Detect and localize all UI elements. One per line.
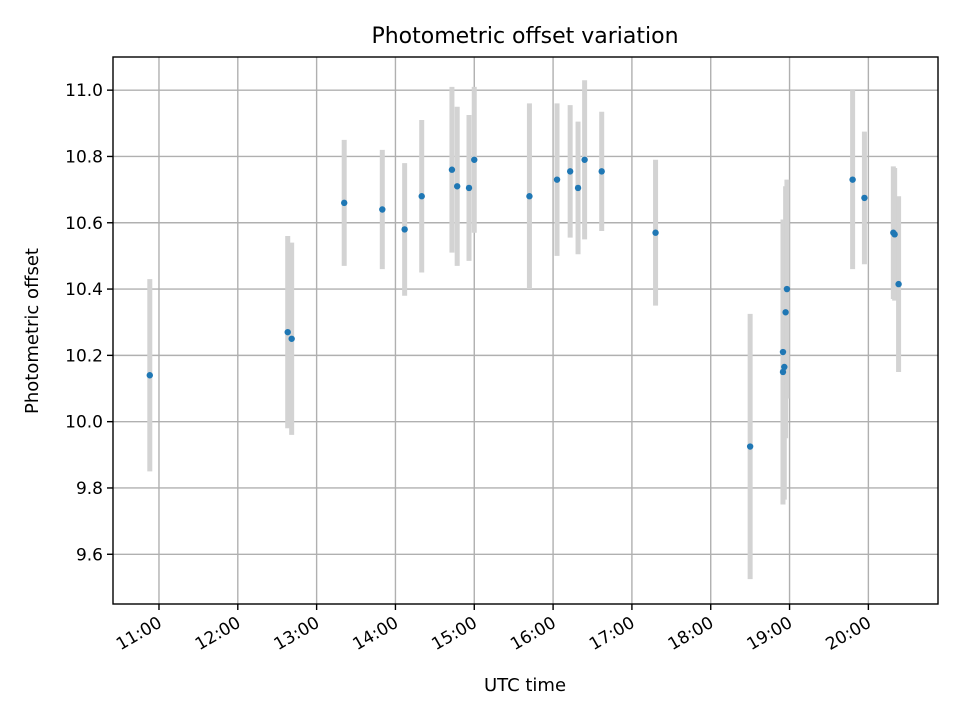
data-point [783,285,791,293]
data-point [598,168,605,175]
data-point [453,183,461,190]
x-tick-label: 14:00 [350,613,402,655]
y-tick-label: 10.6 [65,214,103,234]
data-point [288,335,295,342]
x-tick-label: 15:00 [428,613,480,655]
y-axis-label: Photometric offset [22,248,43,414]
data-point [895,280,902,288]
y-tick-label: 10.0 [65,413,103,433]
x-tick-label: 19:00 [744,613,796,655]
data-point [146,372,153,379]
y-tick-label: 9.6 [76,545,103,565]
y-tick-label: 11.0 [65,81,103,101]
data-point [574,184,582,192]
data-point [861,194,868,202]
data-point [746,443,754,450]
x-axis-ticks: 11:00 12:00 13:00 14:00 15:00 16:00 17:00 18:00… [113,604,875,655]
data-point [779,368,787,376]
data-point [566,168,574,175]
data-point [581,156,588,163]
data-point [341,199,348,207]
data-point [779,348,787,356]
data-point [782,309,789,316]
x-tick-label: 20:00 [822,613,874,655]
data-point [284,328,291,336]
data-point [401,226,408,233]
y-axis-ticks: 9.6 9.8 10.0 10.2 10.4 10.6 10.8 11.0 [65,81,113,565]
data-point [553,176,561,183]
data-point [379,206,386,213]
data-point [891,231,898,238]
data-point [652,229,659,236]
x-tick-label: 12:00 [192,613,244,655]
x-tick-label: 13:00 [271,613,323,655]
data-point [781,363,788,371]
data-point [849,176,856,183]
plot-area-frame [112,56,939,605]
x-tick-label: 11:00 [113,613,165,655]
data-points [146,156,902,450]
data-point [448,166,456,173]
data-point [526,193,533,200]
y-tick-label: 10.8 [65,147,103,167]
grid [113,57,938,604]
chart-title: Photometric offset variation [371,24,678,49]
x-axis-label: UTC time [484,675,566,696]
x-tick-label: 17:00 [586,613,638,655]
x-tick-label: 16:00 [507,613,559,655]
y-tick-label: 10.4 [65,280,103,300]
data-point [471,156,478,163]
data-point [465,184,473,192]
y-tick-label: 10.2 [65,346,103,366]
y-tick-label: 9.8 [76,479,103,499]
data-point [418,193,425,200]
error-bars [147,80,902,580]
x-tick-label: 18:00 [665,613,717,655]
